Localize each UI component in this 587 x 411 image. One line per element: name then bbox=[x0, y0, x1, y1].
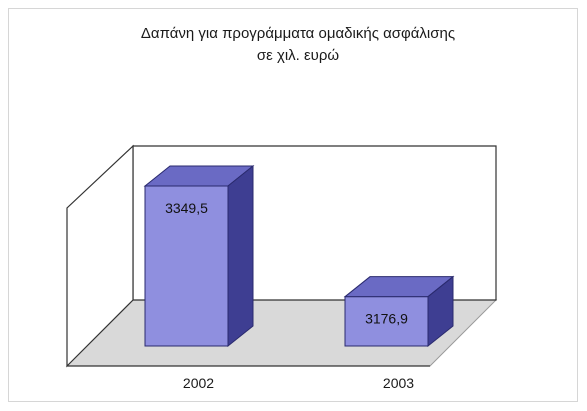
data-label-2003: 3176,9 bbox=[365, 311, 408, 327]
bar-side-2003 bbox=[427, 275, 454, 348]
x-tick-label-2002: 2002 bbox=[183, 375, 214, 391]
bar-front-2002 bbox=[144, 185, 229, 347]
bar-side-2002 bbox=[227, 164, 254, 348]
plot-area: 3349,5 2002 3176,9 2003 bbox=[65, 144, 498, 391]
x-tick-label-2003: 2003 bbox=[383, 375, 414, 391]
bar-front-2003 bbox=[344, 296, 429, 347]
chart-side-wall bbox=[66, 144, 134, 368]
data-label-2002: 3349,5 bbox=[165, 200, 208, 216]
chart-title: Δαπάνη για προγράμματα ομαδικής ασφάλιση… bbox=[141, 25, 455, 42]
chart-subtitle: σε χιλ. ευρώ bbox=[257, 47, 340, 64]
